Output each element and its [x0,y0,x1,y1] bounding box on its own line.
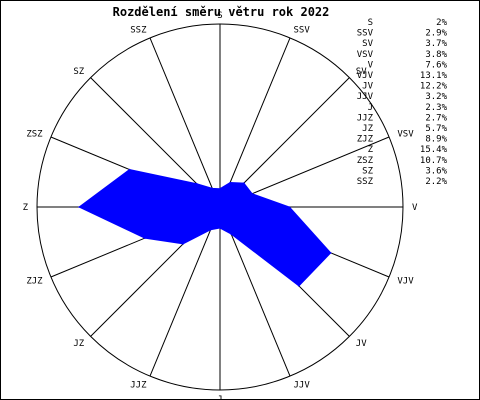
legend-direction-sv: SV [362,39,373,49]
legend-direction-ssz: SSZ [357,177,374,187]
direction-label-jjz: JJZ [130,380,147,390]
legend-value-jjz: 2.7% [425,113,447,123]
direction-label-ssz: SSZ [130,26,147,36]
legend-direction-s: S [368,18,373,28]
legend-value-vjv: 13.1% [420,71,448,81]
direction-label-jjv: JJV [294,380,311,390]
legend-value-s: 2% [436,18,447,28]
legend-value-vsv: 3.8% [425,50,447,60]
direction-label-j: J [217,395,222,399]
direction-label-vjv: VJV [397,277,414,287]
legend-direction-jz: JZ [362,124,373,134]
legend-value-sv: 3.7% [425,39,447,49]
legend-value-zsz: 10.7% [420,156,448,166]
data-point-j [219,227,221,229]
legend-direction-zsz: ZSZ [357,156,374,166]
direction-label-zjz: ZJZ [26,277,43,287]
legend-value-ssv: 2.9% [425,29,447,39]
direction-label-sv: SV [356,67,367,77]
spoke-ssz [149,37,221,208]
direction-label-sz: SZ [73,67,84,77]
data-point-vsv [251,192,253,195]
direction-label-ssv: SSV [294,26,311,36]
data-point-zjz [144,237,146,239]
data-point-jjv [230,233,232,235]
legend-direction-jv: JV [362,82,373,92]
chart-title: Rozdělení směru větru rok 2022 [112,5,330,19]
data-point-zsz [128,168,131,171]
spoke-jjv [219,206,291,377]
legend-value-zjz: 8.9% [425,135,447,145]
data-point-jjz [209,229,212,231]
spoke-ssv [219,37,291,208]
legend-direction-zjz: ZJZ [357,135,374,145]
direction-label-jv: JV [356,339,367,349]
legend-direction-z: Z [368,145,374,155]
data-point-jz [182,243,184,245]
legend-direction-jjv: JJV [357,92,374,102]
legend-value-j: 2.3% [425,103,447,113]
direction-label-z: Z [23,203,29,213]
legend-value-z: 15.4% [420,145,448,155]
legend-value-jjv: 3.2% [425,92,447,102]
data-point-sv [243,182,245,184]
legend-direction-ssv: SSV [357,29,374,39]
direction-label-v: V [412,203,418,213]
data-point-ssv [229,181,231,184]
spoke-jjz [149,206,221,377]
data-point-v [288,206,291,208]
legend-direction-j: J [368,103,373,113]
legend-value-jv: 12.2% [420,82,448,92]
data-point-sz [195,182,198,185]
legend-direction-vjv: VJV [357,71,374,81]
data-point-ssz [211,187,214,190]
legend-value-ssz: 2.2% [425,177,447,187]
legend-direction-jjz: JJZ [357,113,374,123]
direction-label-zsz: ZSZ [26,130,43,140]
legend-value-v: 7.6% [425,60,447,70]
direction-label-vsv: VSV [397,130,414,140]
legend-direction-vsv: VSV [357,50,374,60]
legend-direction-sz: SZ [362,166,373,176]
direction-label-s: S [217,11,222,21]
direction-label-jz: JZ [73,339,84,349]
legend-direction-v: V [368,60,374,70]
wind-frequency-area [78,168,332,287]
data-point-z [78,206,80,208]
legend-value-jz: 5.7% [425,124,447,134]
data-point-vjv [329,252,332,254]
data-point-jv [298,285,300,287]
legend-value-sz: 3.6% [425,166,447,176]
data-point-s [219,187,221,190]
